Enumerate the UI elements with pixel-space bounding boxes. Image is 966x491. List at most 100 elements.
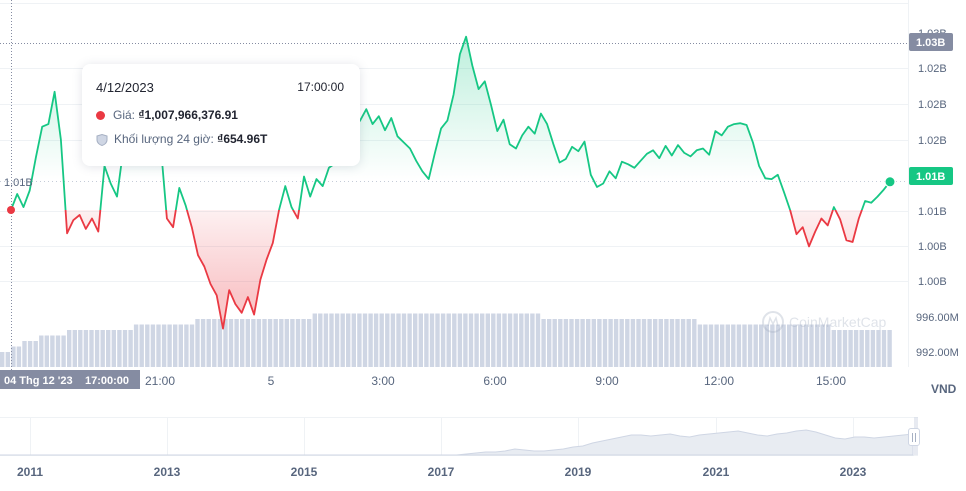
volume-bar bbox=[708, 324, 714, 367]
volume-bar bbox=[312, 313, 317, 367]
volume-bar bbox=[887, 330, 892, 367]
volume-bar bbox=[346, 313, 351, 367]
volume-bar bbox=[145, 324, 150, 367]
price-tick-label: 1.02B bbox=[918, 63, 947, 75]
volume-bar bbox=[379, 313, 384, 367]
volume-bar bbox=[669, 319, 675, 367]
volume-bar bbox=[223, 319, 228, 367]
volume-bar bbox=[535, 313, 541, 367]
volume-bar bbox=[714, 324, 719, 367]
volume-bar bbox=[351, 313, 356, 367]
volume-bar bbox=[697, 324, 703, 367]
volume-bar bbox=[563, 319, 569, 367]
volume-bar bbox=[424, 313, 429, 367]
volume-bar bbox=[480, 313, 485, 367]
tooltip-volume-label: Khối lượng 24 giờ: bbox=[114, 132, 214, 146]
volume-bar bbox=[496, 313, 502, 367]
volume-bar bbox=[787, 324, 792, 367]
volume-bar bbox=[16, 346, 22, 367]
volume-bar bbox=[775, 324, 781, 367]
volume-bar bbox=[826, 324, 831, 367]
volume-bar bbox=[212, 319, 217, 367]
svg-text:CoinMarketCap: CoinMarketCap bbox=[789, 314, 886, 330]
volume-bar bbox=[452, 313, 457, 367]
volume-bar bbox=[586, 319, 591, 367]
navigator-handle[interactable] bbox=[908, 428, 920, 446]
volume-bar bbox=[44, 335, 49, 367]
volume-bar bbox=[0, 352, 5, 367]
volume-bar bbox=[842, 330, 848, 367]
volume-bar bbox=[284, 319, 289, 367]
range-navigator[interactable]: 2011 2013 2015 2017 2019 2021 2023 bbox=[0, 417, 918, 479]
volume-bar bbox=[195, 319, 200, 367]
time-tick-label: 5 bbox=[268, 374, 275, 388]
volume-bar bbox=[72, 330, 77, 367]
last-price-dot bbox=[884, 176, 896, 188]
volume-bar bbox=[279, 319, 284, 367]
volume-bar bbox=[178, 324, 183, 367]
volume-bar bbox=[262, 319, 267, 367]
volume-bar bbox=[814, 324, 820, 367]
volume-bar bbox=[156, 324, 161, 367]
price-tick-label: 1.00B bbox=[918, 241, 947, 253]
time-tick-label: 6:00 bbox=[483, 374, 507, 388]
volume-bar bbox=[340, 313, 345, 367]
tooltip-time: 17:00:00 bbox=[297, 80, 344, 94]
volume-bar bbox=[357, 313, 362, 367]
volume-bar bbox=[256, 319, 262, 367]
volume-bar bbox=[61, 335, 66, 367]
volume-bar bbox=[636, 319, 641, 367]
volume-bar bbox=[658, 319, 663, 367]
volume-bar bbox=[50, 335, 55, 367]
price-tick-label: 1.02B bbox=[918, 135, 947, 147]
volume-bar bbox=[128, 330, 133, 367]
price-tick-label: 1.01B bbox=[918, 206, 947, 218]
volume-bar bbox=[11, 346, 16, 367]
volume-bar bbox=[692, 319, 697, 367]
volume-bar bbox=[725, 324, 730, 367]
volume-bar bbox=[591, 319, 596, 367]
volume-bar bbox=[547, 319, 552, 367]
volume-bar bbox=[407, 313, 412, 367]
volume-bar bbox=[876, 330, 881, 367]
volume-bar bbox=[133, 324, 139, 367]
year-label: 2023 bbox=[840, 465, 867, 479]
volume-bar bbox=[413, 313, 418, 367]
price-dot-icon bbox=[96, 111, 105, 121]
volume-bar bbox=[329, 313, 334, 367]
year-label: 2013 bbox=[154, 465, 181, 479]
volume-bar bbox=[368, 313, 373, 367]
svg-text:17:00:00: 17:00:00 bbox=[85, 375, 129, 387]
volume-bar bbox=[206, 319, 211, 367]
volume-bar bbox=[524, 313, 529, 367]
volume-bar bbox=[653, 319, 658, 367]
volume-bar bbox=[217, 319, 223, 367]
volume-bar bbox=[173, 324, 178, 367]
crosshair-time-badge: 04 Thg 12 '23 17:00:00 bbox=[0, 370, 140, 389]
volume-bar bbox=[27, 341, 33, 367]
tooltip-price-row: Giá: ₫1,007,966,376.91 bbox=[96, 108, 238, 122]
volume-tick-label: 992.00M bbox=[916, 347, 959, 359]
year-label: 2021 bbox=[703, 465, 730, 479]
volume-bar bbox=[111, 330, 116, 367]
volume-bar bbox=[641, 319, 647, 367]
volume-bar bbox=[881, 330, 887, 367]
coinmarketcap-watermark: CoinMarketCap bbox=[762, 311, 886, 333]
volume-bar bbox=[457, 313, 463, 367]
time-tick-label: 9:00 bbox=[595, 374, 619, 388]
area-down bbox=[11, 210, 890, 329]
volume-bar bbox=[440, 313, 446, 367]
volume-bar bbox=[541, 319, 546, 367]
volume-bar bbox=[759, 324, 764, 367]
volume-bar bbox=[122, 330, 128, 367]
time-tick-label: 3:00 bbox=[371, 374, 395, 388]
volume-bar bbox=[798, 324, 803, 367]
year-label: 2019 bbox=[565, 465, 592, 479]
svg-text:04 Thg 12 '23: 04 Thg 12 '23 bbox=[4, 375, 73, 387]
tooltip-price-value: ₫1,007,966,376.91 bbox=[138, 108, 238, 122]
volume-bar bbox=[200, 319, 206, 367]
svg-text:1.01B: 1.01B bbox=[916, 171, 945, 183]
volume-bar bbox=[792, 324, 797, 367]
year-label: 2017 bbox=[428, 465, 455, 479]
